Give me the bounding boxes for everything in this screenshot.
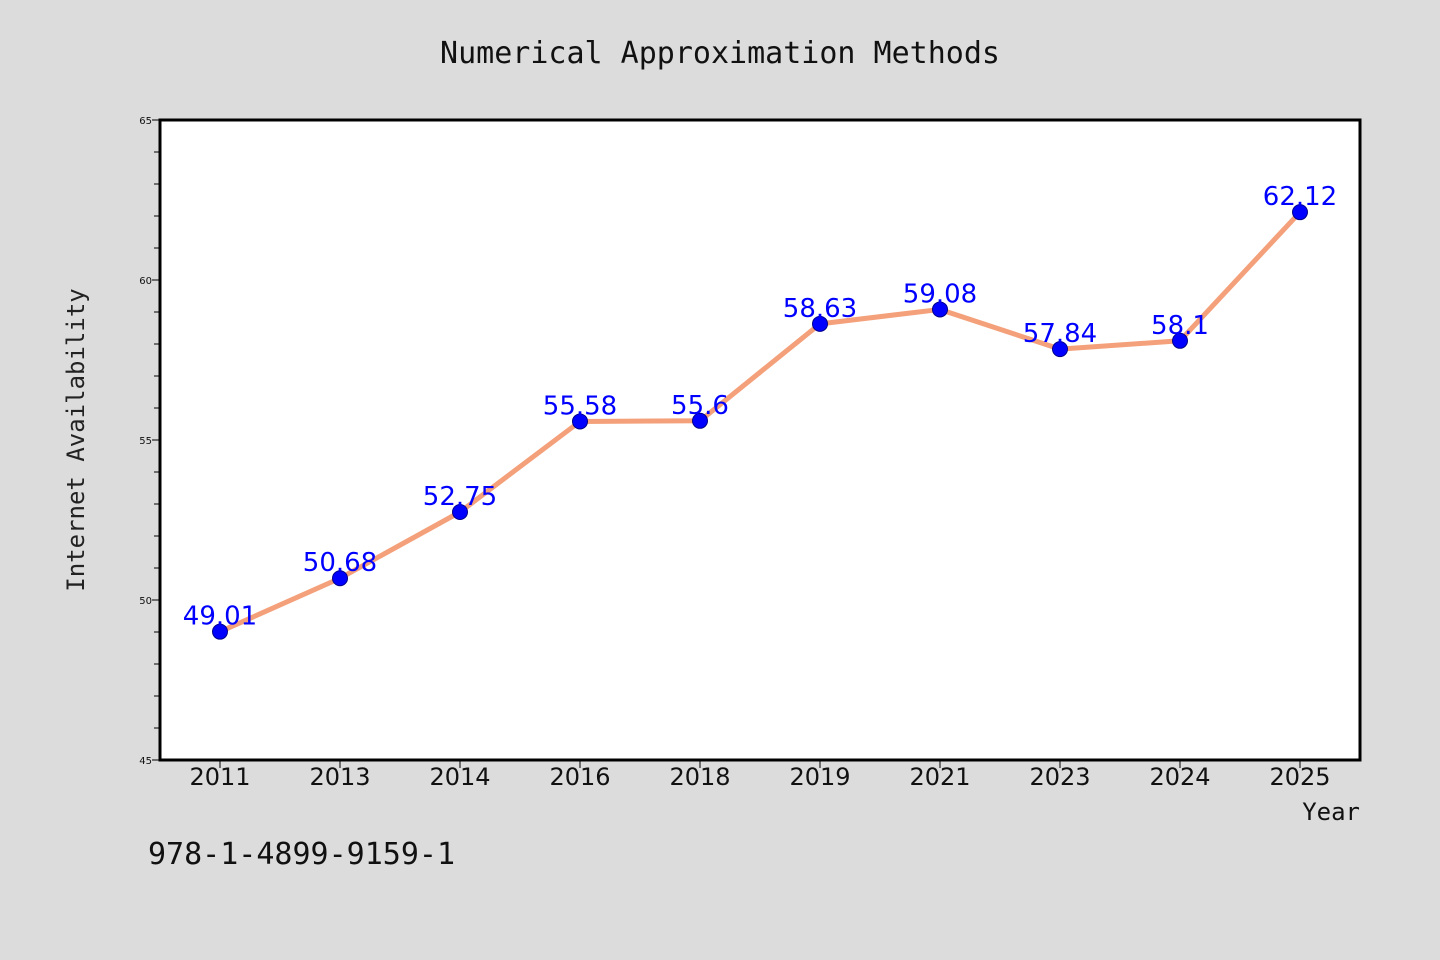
data-point	[1052, 341, 1068, 358]
series-line	[217, 209, 1303, 635]
data-point	[812, 315, 828, 332]
data-label: 55.6	[671, 391, 729, 421]
data-label: 57.84	[1023, 319, 1097, 349]
data-point	[1172, 332, 1188, 349]
x-tick-label: 2025	[1269, 763, 1330, 791]
x-tick-label: 2014	[429, 763, 490, 791]
data-label: 55.58	[543, 391, 617, 421]
y-tick-label: 60	[139, 276, 152, 287]
data-point	[1292, 204, 1308, 221]
y-tick-label: 65	[139, 116, 152, 127]
x-tick-label: 2023	[1029, 763, 1090, 791]
y-tick-label: 50	[139, 596, 152, 607]
data-label: 62.12	[1263, 182, 1337, 212]
y-tick-label: 55	[139, 436, 152, 447]
x-tick-label: 2021	[909, 763, 970, 791]
series-layer	[212, 204, 1308, 640]
data-point	[452, 504, 468, 520]
data-point	[572, 413, 588, 430]
x-tick-label: 2013	[309, 763, 370, 791]
data-point	[932, 301, 948, 318]
plot-frame	[158, 118, 1362, 762]
x-tick-label: 2024	[1149, 763, 1210, 791]
isbn-annotation: 978-1-4899-9159-1	[148, 837, 455, 872]
data-label: 50.68	[303, 548, 377, 578]
x-axis: 2011 2013 2014 2016 2018 2019 2021 2023 2024 2025	[189, 760, 1331, 791]
data-labels: 49.01 50.68 52.75 55.58 55.6 58.63 59.08 57.84 5…	[183, 182, 1337, 632]
x-tick-label: 2011	[189, 763, 250, 791]
data-label: 58.63	[783, 294, 857, 324]
data-label: 58.1	[1151, 311, 1209, 341]
data-label: 49.01	[183, 602, 257, 632]
chart-title: Numerical Approximation Methods	[440, 36, 1000, 71]
data-point	[692, 412, 708, 429]
y-tick-label: 45	[139, 756, 152, 767]
plot-area	[160, 120, 1360, 760]
x-tick-label: 2019	[789, 763, 850, 791]
x-axis-label: Year	[1302, 798, 1360, 826]
data-label: 59.08	[903, 279, 977, 309]
x-tick-label: 2018	[669, 763, 730, 791]
y-axis-label: Internet Availability	[62, 288, 90, 591]
data-point	[332, 570, 348, 587]
data-point	[212, 623, 228, 640]
data-label: 52.75	[423, 482, 497, 512]
x-tick-label: 2016	[549, 763, 610, 791]
